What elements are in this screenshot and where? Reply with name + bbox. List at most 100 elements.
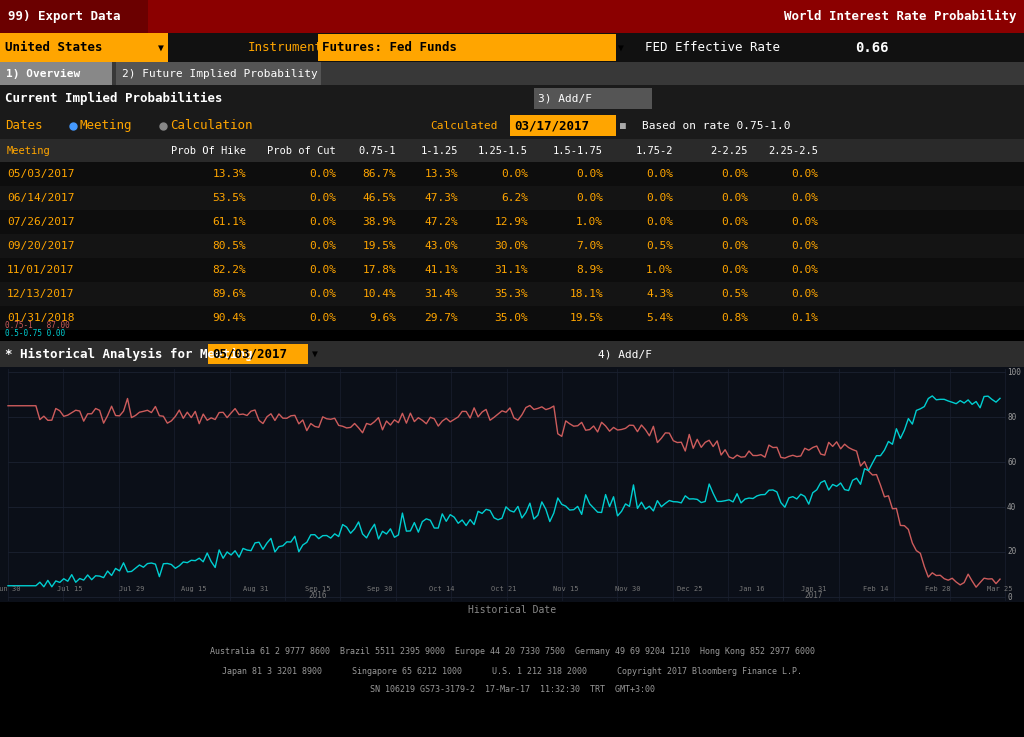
Bar [0,186,1024,210]
Text: 05/03/2017: 05/03/2017 [7,169,75,179]
Text: 17.8%: 17.8% [362,265,396,275]
Text: 46.5%: 46.5% [362,193,396,203]
Bar [0,162,1024,186]
Bar [318,34,616,61]
Text: FED Effective Rate: FED Effective Rate [645,41,780,54]
Text: 20: 20 [1007,548,1016,556]
Text: Dates: Dates [5,119,43,132]
Bar [116,62,321,85]
Text: 1) Overview: 1) Overview [6,69,80,79]
Bar [0,62,112,85]
Text: ▼: ▼ [158,43,164,52]
Text: 1.25-1.5: 1.25-1.5 [478,145,528,156]
Text: 35.0%: 35.0% [495,313,528,323]
Text: 0.5%: 0.5% [721,289,748,299]
Text: 0.0%: 0.0% [791,193,818,203]
Text: Historical Date: Historical Date [468,605,556,615]
Text: 7.0%: 7.0% [575,241,603,251]
Text: 43.0%: 43.0% [424,241,458,251]
Text: Prob of Cut: Prob of Cut [267,145,336,156]
Text: 31.1%: 31.1% [495,265,528,275]
Text: 0.0%: 0.0% [721,241,748,251]
Text: 47.3%: 47.3% [424,193,458,203]
Text: 99) Export Data: 99) Export Data [8,10,121,23]
Text: 0.0%: 0.0% [721,265,748,275]
Text: 0.75-1: 0.75-1 [358,145,396,156]
Text: 31.4%: 31.4% [424,289,458,299]
Text: 0.0%: 0.0% [791,169,818,179]
Text: Meeting: Meeting [7,145,51,156]
Text: 30.0%: 30.0% [495,241,528,251]
Bar [0,33,1024,62]
Text: 0.0%: 0.0% [721,169,748,179]
Text: 2017: 2017 [805,591,823,600]
Text: 1.0%: 1.0% [575,217,603,227]
Text: 9.6%: 9.6% [369,313,396,323]
Text: 47.2%: 47.2% [424,217,458,227]
Text: 0.0%: 0.0% [309,241,336,251]
Bar [0,614,1024,737]
Text: 2) Future Implied Probability: 2) Future Implied Probability [122,69,317,79]
Text: 0.0%: 0.0% [791,265,818,275]
Bar [0,0,1024,33]
Text: Jun 30: Jun 30 [0,586,20,592]
Text: 1.75-2: 1.75-2 [636,145,673,156]
Text: 07/26/2017: 07/26/2017 [7,217,75,227]
Text: 53.5%: 53.5% [212,193,246,203]
Text: 38.9%: 38.9% [362,217,396,227]
Text: 0.0%: 0.0% [309,169,336,179]
Text: Jul 15: Jul 15 [57,586,83,592]
Text: Feb 28: Feb 28 [926,586,950,592]
Text: * Historical Analysis for Meeting: * Historical Analysis for Meeting [5,347,253,360]
Text: 2-2.25: 2-2.25 [711,145,748,156]
Bar [208,344,308,364]
Text: Futures: Fed Funds: Futures: Fed Funds [322,41,457,54]
Text: 19.5%: 19.5% [569,313,603,323]
Text: 0.0%: 0.0% [791,241,818,251]
Text: Japan 81 3 3201 8900      Singapore 65 6212 1000      U.S. 1 212 318 2000      C: Japan 81 3 3201 8900 Singapore 65 6212 1… [222,668,802,677]
Text: 0.5-0.75 0.00: 0.5-0.75 0.00 [5,329,66,338]
Text: 40: 40 [1007,503,1016,511]
Text: Calculation: Calculation [170,119,253,132]
Text: Calculated: Calculated [430,121,498,130]
Text: 06/14/2017: 06/14/2017 [7,193,75,203]
Text: 03/17/2017: 03/17/2017 [514,119,589,132]
Text: 19.5%: 19.5% [362,241,396,251]
Text: Jan 16: Jan 16 [739,586,765,592]
Text: ▼: ▼ [618,43,624,52]
Text: Oct 14: Oct 14 [429,586,455,592]
Text: Instrument: Instrument [248,41,323,54]
Text: Sep 15: Sep 15 [305,586,331,592]
Text: 0.1%: 0.1% [791,313,818,323]
Bar [0,234,1024,258]
Text: Aug 31: Aug 31 [244,586,268,592]
Text: 11/01/2017: 11/01/2017 [7,265,75,275]
Text: Australia 61 2 9777 8600  Brazil 5511 2395 9000  Europe 44 20 7330 7500  Germany: Australia 61 2 9777 8600 Brazil 5511 239… [210,648,814,657]
Text: 61.1%: 61.1% [212,217,246,227]
Bar [0,341,1024,367]
Text: 0.5%: 0.5% [646,241,673,251]
Text: Prob Of Hike: Prob Of Hike [171,145,246,156]
Bar [510,115,616,136]
Text: 0.0%: 0.0% [721,193,748,203]
Text: 100: 100 [1007,368,1021,377]
Text: 4) Add/F: 4) Add/F [598,349,652,359]
Text: 0.66: 0.66 [855,41,889,55]
Text: Aug 15: Aug 15 [181,586,207,592]
Text: 5.4%: 5.4% [646,313,673,323]
Text: Jan 31: Jan 31 [801,586,826,592]
Text: Nov 30: Nov 30 [615,586,641,592]
Text: 0.0%: 0.0% [575,193,603,203]
Bar [0,282,1024,306]
Bar [0,62,1024,85]
Text: Nov 15: Nov 15 [553,586,579,592]
Bar [534,88,652,109]
Text: 0.8%: 0.8% [721,313,748,323]
Text: 0.0%: 0.0% [791,217,818,227]
Text: Feb 14: Feb 14 [863,586,889,592]
Text: 29.7%: 29.7% [424,313,458,323]
Text: 0.0%: 0.0% [309,193,336,203]
Text: 3) Add/F: 3) Add/F [538,94,592,103]
Text: 0.75-1   87.00: 0.75-1 87.00 [5,321,70,329]
Text: 0.0%: 0.0% [791,289,818,299]
